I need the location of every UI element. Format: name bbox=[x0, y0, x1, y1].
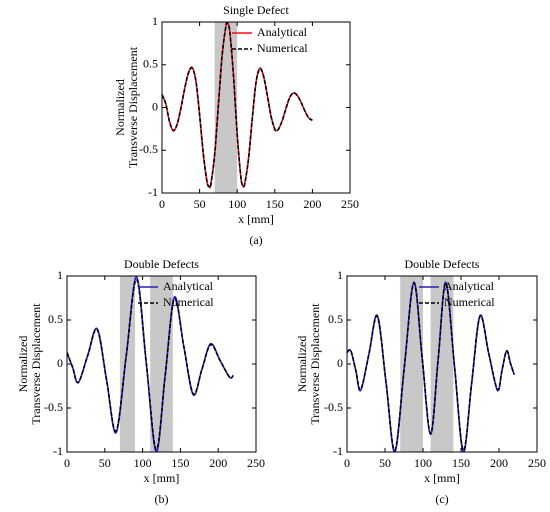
panel-label: (b) bbox=[155, 492, 169, 506]
axes-frame bbox=[161, 21, 351, 194]
legend-label: Numerical bbox=[257, 41, 308, 55]
x-tick-label: 150 bbox=[266, 197, 284, 211]
y-axis-label: Transverse Displacement bbox=[29, 303, 43, 425]
y-tick-label: 0.5 bbox=[48, 312, 63, 326]
x-tick-label: 150 bbox=[171, 456, 189, 470]
x-tick-label: 100 bbox=[228, 197, 246, 211]
y-tick-label: -0.5 bbox=[139, 142, 158, 156]
chart-title: Single Defect bbox=[223, 3, 289, 17]
panel: 0 50 100 150 200 250 -1 -0.5 0 0.5 1 Single Defect x… bbox=[113, 3, 359, 247]
x-tick-label: 50 bbox=[194, 197, 206, 211]
chart-title: Double Defects bbox=[405, 257, 480, 271]
legend-label: Analytical bbox=[257, 25, 308, 39]
x-tick-label: 200 bbox=[303, 197, 321, 211]
legend-label: Analytical bbox=[444, 279, 495, 293]
y-tick-label: -1 bbox=[333, 444, 343, 458]
y-tick-label: 1 bbox=[57, 268, 63, 282]
y-tick-label: 1 bbox=[152, 14, 158, 28]
panel: 0 50 100 150 200 250 -1 -0.5 0 0.5 1 Double Defects… bbox=[16, 257, 265, 506]
y-tick-label: 0 bbox=[337, 356, 343, 370]
legend-label: Analytical bbox=[163, 279, 214, 293]
defect-region bbox=[214, 22, 238, 193]
x-axis-label: x [mm] bbox=[424, 471, 460, 485]
x-tick-label: 0 bbox=[344, 456, 350, 470]
defect-region bbox=[430, 276, 454, 452]
y-axis-label: Normalized bbox=[295, 336, 309, 393]
x-tick-label: 200 bbox=[490, 456, 508, 470]
defect-region bbox=[119, 276, 136, 452]
x-tick-label: 100 bbox=[134, 456, 152, 470]
defect-region bbox=[150, 276, 173, 452]
x-tick-label: 150 bbox=[452, 456, 470, 470]
chart-title: Double Defects bbox=[124, 257, 199, 271]
y-tick-label: -0.5 bbox=[44, 400, 63, 414]
x-axis-label: x [mm] bbox=[238, 212, 274, 226]
series-line bbox=[67, 278, 234, 451]
series-line bbox=[347, 282, 515, 452]
x-tick-label: 100 bbox=[414, 456, 432, 470]
x-axis-label: x [mm] bbox=[144, 471, 180, 485]
series-line bbox=[162, 22, 313, 189]
y-tick-label: 0.5 bbox=[143, 57, 158, 71]
y-tick-label: 0 bbox=[57, 356, 63, 370]
panel-label: (c) bbox=[435, 492, 448, 506]
y-tick-label: 0 bbox=[152, 99, 158, 113]
y-tick-label: -1 bbox=[53, 444, 63, 458]
defect-region bbox=[400, 276, 423, 452]
panel-label: (a) bbox=[249, 233, 262, 247]
y-tick-label: 0.5 bbox=[328, 312, 343, 326]
y-tick-label: -1 bbox=[148, 185, 158, 199]
y-axis-label: Transverse Displacement bbox=[126, 46, 140, 168]
x-tick-label: 250 bbox=[528, 456, 546, 470]
x-tick-label: 250 bbox=[341, 197, 359, 211]
y-axis-label: Normalized bbox=[113, 79, 127, 136]
x-tick-label: 200 bbox=[209, 456, 227, 470]
y-axis-label: Normalized bbox=[16, 336, 30, 393]
x-tick-label: 50 bbox=[99, 456, 111, 470]
panel: 0 50 100 150 200 250 -1 -0.5 0 0.5 1 Double Defects… bbox=[295, 257, 546, 506]
x-tick-label: 250 bbox=[247, 456, 265, 470]
y-tick-label: -0.5 bbox=[324, 400, 343, 414]
y-axis-label: Transverse Displacement bbox=[308, 303, 322, 425]
y-tick-label: 1 bbox=[337, 268, 343, 282]
legend-label: Numerical bbox=[444, 295, 495, 309]
x-tick-label: 0 bbox=[64, 456, 70, 470]
x-tick-label: 0 bbox=[159, 197, 165, 211]
legend-label: Numerical bbox=[163, 295, 214, 309]
x-tick-label: 50 bbox=[379, 456, 391, 470]
